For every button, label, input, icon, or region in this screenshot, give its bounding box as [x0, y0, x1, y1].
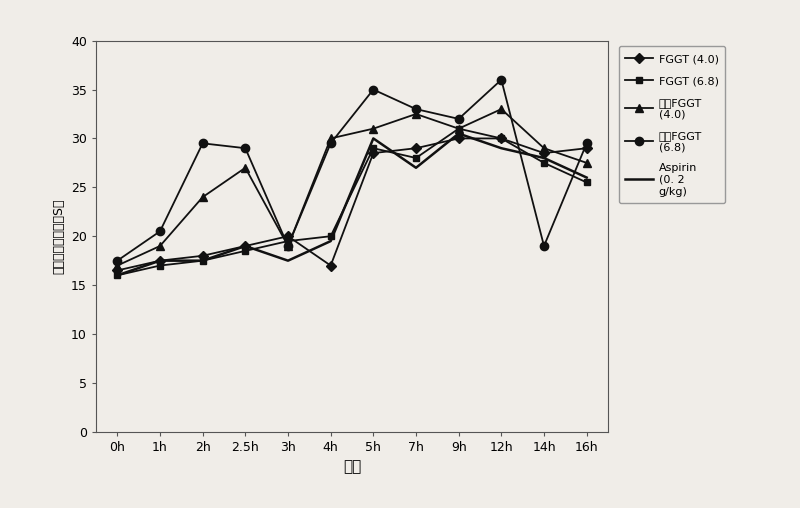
Line: FGGT (4.0): FGGT (4.0) [114, 135, 590, 274]
Aspirin
(0. 2
g/kg) [454, 131, 463, 137]
FGGT (4.0) [411, 145, 421, 151]
发酵FGGT
(6.8) [155, 228, 165, 234]
发酵FGGT
(4.0) [411, 111, 421, 117]
FGGT (4.0) [454, 135, 463, 141]
FGGT (6.8) [198, 258, 207, 264]
发酵FGGT
(4.0) [241, 165, 250, 171]
发酵FGGT
(4.0) [198, 194, 207, 200]
发酵FGGT
(6.8) [411, 106, 421, 112]
FGGT (4.0) [241, 243, 250, 249]
发酵FGGT
(6.8) [283, 243, 293, 249]
FGGT (4.0) [497, 135, 506, 141]
Line: 发酵FGGT
(6.8): 发酵FGGT (6.8) [113, 76, 591, 265]
FGGT (4.0) [582, 145, 591, 151]
Aspirin
(0. 2
g/kg) [241, 243, 250, 249]
FGGT (6.8) [113, 272, 122, 278]
Line: Aspirin
(0. 2
g/kg): Aspirin (0. 2 g/kg) [118, 134, 586, 275]
FGGT (6.8) [539, 160, 549, 166]
Aspirin
(0. 2
g/kg) [283, 258, 293, 264]
发酵FGGT
(4.0) [155, 243, 165, 249]
Y-axis label: 蹋后足所需时间（S）: 蹋后足所需时间（S） [53, 199, 66, 274]
发酵FGGT
(4.0) [326, 135, 335, 141]
发酵FGGT
(6.8) [198, 140, 207, 146]
FGGT (4.0) [369, 150, 378, 156]
Aspirin
(0. 2
g/kg) [198, 258, 207, 264]
FGGT (4.0) [326, 263, 335, 269]
FGGT (6.8) [369, 145, 378, 151]
发酵FGGT
(4.0) [539, 145, 549, 151]
发酵FGGT
(6.8) [369, 86, 378, 92]
FGGT (6.8) [582, 179, 591, 185]
发酵FGGT
(6.8) [113, 258, 122, 264]
发酵FGGT
(4.0) [113, 263, 122, 269]
发酵FGGT
(6.8) [326, 140, 335, 146]
Aspirin
(0. 2
g/kg) [155, 258, 165, 264]
Aspirin
(0. 2
g/kg) [539, 155, 549, 161]
FGGT (4.0) [113, 267, 122, 273]
Line: FGGT (6.8): FGGT (6.8) [114, 125, 590, 279]
Legend: FGGT (4.0), FGGT (6.8), 发酵FGGT
(4.0), 发酵FGGT
(6.8), Aspirin
(0. 2
g/kg): FGGT (4.0), FGGT (6.8), 发酵FGGT (4.0), 发酵… [618, 46, 726, 203]
发酵FGGT
(4.0) [497, 106, 506, 112]
发酵FGGT
(6.8) [582, 140, 591, 146]
发酵FGGT
(6.8) [241, 145, 250, 151]
FGGT (6.8) [497, 135, 506, 141]
发酵FGGT
(4.0) [369, 125, 378, 132]
FGGT (6.8) [411, 155, 421, 161]
FGGT (6.8) [241, 248, 250, 254]
Aspirin
(0. 2
g/kg) [369, 135, 378, 141]
Aspirin
(0. 2
g/kg) [582, 175, 591, 181]
FGGT (6.8) [326, 233, 335, 239]
FGGT (6.8) [155, 263, 165, 269]
发酵FGGT
(4.0) [454, 125, 463, 132]
Aspirin
(0. 2
g/kg) [411, 165, 421, 171]
发酵FGGT
(6.8) [539, 243, 549, 249]
发酵FGGT
(4.0) [582, 160, 591, 166]
FGGT (4.0) [539, 150, 549, 156]
发酵FGGT
(6.8) [497, 77, 506, 83]
FGGT (6.8) [283, 238, 293, 244]
Line: 发酵FGGT
(4.0): 发酵FGGT (4.0) [113, 105, 591, 270]
X-axis label: 时间: 时间 [343, 459, 361, 474]
FGGT (6.8) [454, 125, 463, 132]
Aspirin
(0. 2
g/kg) [113, 272, 122, 278]
FGGT (4.0) [283, 233, 293, 239]
Aspirin
(0. 2
g/kg) [326, 238, 335, 244]
Aspirin
(0. 2
g/kg) [497, 145, 506, 151]
发酵FGGT
(6.8) [454, 116, 463, 122]
发酵FGGT
(4.0) [283, 243, 293, 249]
FGGT (4.0) [198, 253, 207, 259]
FGGT (4.0) [155, 258, 165, 264]
